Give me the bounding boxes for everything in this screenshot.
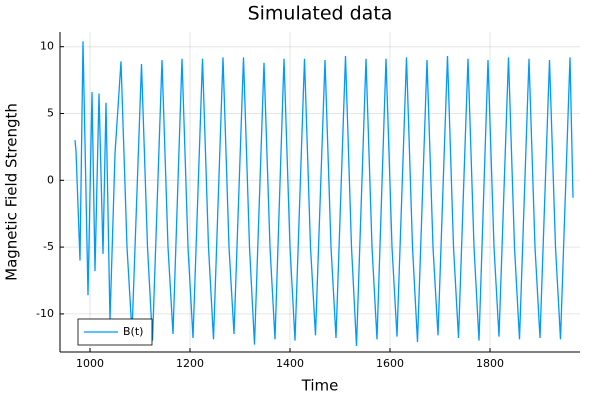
legend-label: B(t) — [123, 325, 143, 338]
y-tick-label: -10 — [36, 307, 54, 320]
y-tick-label: -5 — [43, 240, 54, 253]
y-tick-label: 10 — [40, 40, 54, 53]
y-tick-label: 5 — [47, 107, 54, 120]
x-tick-label: 1800 — [476, 357, 504, 370]
data-line — [74, 41, 574, 347]
chart-title: Simulated data — [248, 3, 393, 25]
y-tick-label: 0 — [47, 173, 54, 186]
x-tick-label: 1000 — [76, 357, 104, 370]
x-tick-label: 1200 — [176, 357, 204, 370]
y-axis-label: Magnetic Field Strength — [3, 103, 21, 281]
x-tick-label: 1400 — [276, 357, 304, 370]
x-axis-label: Time — [301, 377, 339, 395]
x-tick-label: 1600 — [376, 357, 404, 370]
